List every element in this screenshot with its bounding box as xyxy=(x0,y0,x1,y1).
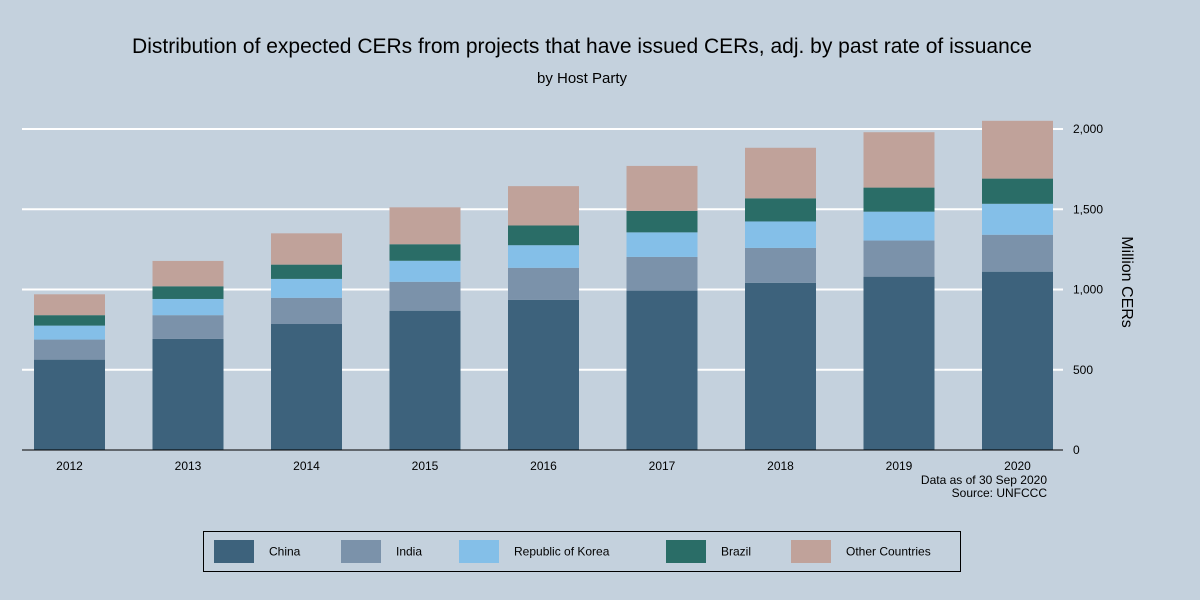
source-note: Source: UNFCCC xyxy=(952,486,1048,500)
legend-label: Brazil xyxy=(721,545,751,559)
bar-republic-of-korea-2018 xyxy=(745,221,816,248)
bar-republic-of-korea-2014 xyxy=(271,278,342,298)
bar-republic-of-korea-2012 xyxy=(34,325,105,340)
legend-swatch-republic-of-korea xyxy=(459,540,499,563)
legend: China India Republic of Korea Brazil Other C… xyxy=(203,531,961,572)
x-tick-label: 2014 xyxy=(293,459,320,473)
bar-other-countries-2017 xyxy=(626,165,698,211)
legend-swatch-brazil xyxy=(666,540,706,563)
data-date-note: Data as of 30 Sep 2020 xyxy=(921,473,1047,487)
bar-other-countries-2015 xyxy=(389,207,461,245)
bar-other-countries-2020 xyxy=(982,120,1053,179)
bar-china-2015 xyxy=(389,310,461,450)
bar-other-countries-2013 xyxy=(152,260,224,287)
x-tick-label: 2019 xyxy=(886,459,913,473)
bar-other-countries-2016 xyxy=(508,186,579,226)
bar-india-2019 xyxy=(863,240,935,277)
bar-other-countries-2019 xyxy=(863,132,935,188)
bar-china-2014 xyxy=(271,324,342,450)
legend-label: China xyxy=(269,545,301,559)
bar-brazil-2020 xyxy=(982,178,1053,204)
legend-swatch-india xyxy=(341,540,381,563)
bar-china-2020 xyxy=(982,271,1053,450)
bar-china-2019 xyxy=(863,276,935,450)
x-tick-label: 2017 xyxy=(649,459,676,473)
bar-brazil-2017 xyxy=(626,210,698,233)
x-tick-label: 2013 xyxy=(175,459,202,473)
y-tick-labels: 0 500 1,000 1,500 2,000 xyxy=(1073,122,1103,457)
x-tick-label: 2012 xyxy=(56,459,83,473)
bar-india-2014 xyxy=(271,297,342,325)
legend-swatch-china xyxy=(214,540,254,563)
bar-india-2013 xyxy=(152,315,224,339)
chart-title: Distribution of expected CERs from proje… xyxy=(132,35,1032,58)
bar-india-2012 xyxy=(34,339,105,360)
bar-republic-of-korea-2015 xyxy=(389,260,461,282)
bar-brazil-2015 xyxy=(389,244,461,261)
y-axis-label: Million CERs xyxy=(1118,236,1135,328)
bar-china-2016 xyxy=(508,299,579,450)
bar-brazil-2019 xyxy=(863,187,935,212)
bar-republic-of-korea-2020 xyxy=(982,203,1053,235)
bar-republic-of-korea-2017 xyxy=(626,232,698,257)
bar-india-2015 xyxy=(389,281,461,311)
legend-swatch-other-countries xyxy=(791,540,831,563)
legend-label: Republic of Korea xyxy=(514,545,610,559)
bars xyxy=(34,120,1053,450)
bar-india-2020 xyxy=(982,234,1053,272)
legend-box xyxy=(203,531,961,572)
bar-india-2018 xyxy=(745,247,816,283)
x-tick-label: 2016 xyxy=(530,459,557,473)
bar-india-2017 xyxy=(626,256,698,291)
bar-brazil-2016 xyxy=(508,225,579,246)
chart-subtitle: by Host Party xyxy=(537,70,628,87)
bar-china-2013 xyxy=(152,338,224,450)
bar-india-2016 xyxy=(508,267,579,300)
y-tick-label: 0 xyxy=(1073,443,1080,457)
legend-label: Other Countries xyxy=(846,545,931,559)
bar-brazil-2018 xyxy=(745,198,816,222)
x-tick-label: 2018 xyxy=(767,459,794,473)
y-tick-label: 1,500 xyxy=(1073,202,1103,216)
bar-other-countries-2018 xyxy=(745,147,816,199)
bar-other-countries-2014 xyxy=(271,233,342,265)
x-tick-label: 2020 xyxy=(1004,459,1031,473)
y-tick-label: 1,000 xyxy=(1073,283,1103,297)
x-tick-label: 2015 xyxy=(412,459,439,473)
bar-brazil-2012 xyxy=(34,315,105,326)
bar-republic-of-korea-2016 xyxy=(508,245,579,268)
y-tick-label: 500 xyxy=(1073,363,1093,377)
bar-china-2017 xyxy=(626,290,698,450)
bar-brazil-2014 xyxy=(271,264,342,279)
legend-label: India xyxy=(396,545,422,559)
bar-republic-of-korea-2019 xyxy=(863,211,935,241)
y-tick-label: 2,000 xyxy=(1073,122,1103,136)
bar-china-2018 xyxy=(745,282,816,450)
x-tick-labels: 2012 2013 2014 2015 2016 2017 2018 2019 2020 xyxy=(56,459,1031,473)
bar-other-countries-2012 xyxy=(34,294,105,316)
bar-brazil-2013 xyxy=(152,286,224,299)
bar-republic-of-korea-2013 xyxy=(152,298,224,316)
bar-china-2012 xyxy=(34,359,105,450)
